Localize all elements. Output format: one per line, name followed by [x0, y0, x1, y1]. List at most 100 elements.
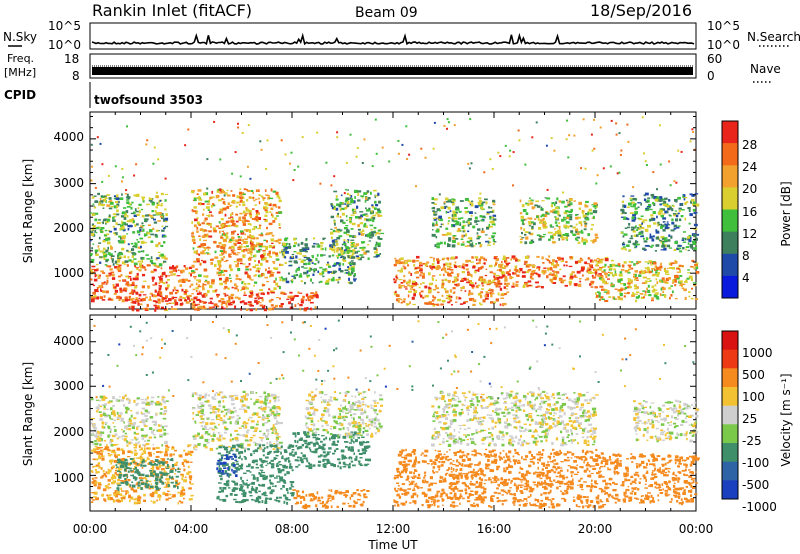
- heatmap-cell: [250, 235, 255, 239]
- heatmap-cell: [179, 302, 184, 305]
- heatmap-cell: [485, 268, 488, 270]
- heatmap-cell: [238, 258, 243, 262]
- heatmap-cell: [469, 292, 474, 295]
- heatmap-cell: [626, 244, 630, 247]
- heatmap-cell: [250, 244, 255, 247]
- heatmap-cell: [106, 241, 111, 245]
- heatmap-cell: [689, 243, 693, 247]
- heatmap-cell: [693, 234, 697, 238]
- heatmap-cell: [140, 291, 144, 293]
- heatmap-cell: [655, 236, 660, 240]
- heatmap-cell: [341, 207, 345, 210]
- heatmap-cell: [333, 272, 335, 274]
- heatmap-cell: [226, 305, 228, 308]
- heatmap-cell: [104, 475, 108, 478]
- heatmap-cell: [272, 304, 274, 307]
- heatmap-cell: [235, 220, 239, 223]
- heatmap-cell: [447, 272, 451, 276]
- heatmap-cell: [483, 262, 486, 265]
- heatmap-cell: [114, 232, 118, 236]
- heatmap-cell: [131, 252, 135, 254]
- heatmap-cell: [148, 485, 150, 488]
- heatmap-cell: [140, 225, 144, 228]
- heatmap-cell: [104, 485, 108, 488]
- heatmap-cell: [531, 206, 535, 210]
- heatmap-cell: [102, 240, 106, 243]
- colorbar-segment: [722, 209, 738, 233]
- heatmap-cell: [440, 241, 443, 245]
- heatmap-cell: [222, 405, 226, 409]
- heatmap-cell: [266, 240, 268, 243]
- heatmap-cell: [553, 270, 557, 274]
- heatmap-cell: [443, 201, 446, 204]
- heatmap-cell: [591, 149, 594, 152]
- heatmap-cell: [91, 443, 96, 445]
- heatmap-cell: [239, 196, 243, 200]
- heatmap-cell: [273, 280, 276, 283]
- heatmap-cell: [346, 219, 348, 221]
- heatmap-cell: [93, 278, 98, 282]
- heatmap-cell: [589, 259, 593, 263]
- heatmap-cell: [201, 300, 204, 303]
- heatmap-cell: [199, 305, 204, 309]
- heatmap-cell: [221, 198, 224, 200]
- heatmap-cell: [253, 226, 257, 229]
- heatmap-cell: [562, 259, 565, 262]
- heatmap-cell: [693, 284, 697, 287]
- heatmap-cell: [464, 290, 467, 292]
- heatmap-cell: [164, 199, 167, 202]
- heatmap-cell: [112, 213, 117, 216]
- heatmap-cell: [298, 274, 303, 278]
- heatmap-cell: [261, 298, 264, 302]
- heatmap-cell: [121, 461, 124, 465]
- heatmap-cell: [561, 239, 565, 241]
- heatmap-cell: [504, 260, 506, 263]
- heatmap-cell: [364, 213, 368, 215]
- heatmap-cell: [160, 267, 163, 270]
- heatmap-cell: [201, 259, 203, 262]
- heatmap-cell: [690, 200, 693, 204]
- heatmap-cell: [600, 278, 605, 281]
- heatmap-cell: [455, 296, 458, 300]
- heatmap-cell: [266, 226, 268, 230]
- heatmap-cell: [130, 248, 135, 252]
- heatmap-cell: [148, 436, 152, 439]
- heatmap-cell: [237, 122, 239, 125]
- heatmap-cell: [618, 273, 623, 277]
- heatmap-cell: [597, 274, 600, 277]
- heatmap-cell: [327, 278, 331, 281]
- heatmap-cell: [602, 280, 606, 284]
- heatmap-cell: [527, 217, 531, 220]
- heatmap-cell: [617, 279, 621, 283]
- heatmap-cell: [395, 259, 398, 262]
- heatmap-cell: [165, 498, 169, 501]
- heatmap-cell: [294, 241, 297, 244]
- heatmap-cell: [113, 232, 116, 234]
- heatmap-cell: [333, 190, 338, 193]
- heatmap-cell: [483, 257, 486, 261]
- heatmap-cell: [104, 414, 109, 418]
- heatmap-cell: [242, 193, 246, 195]
- heatmap-cell: [103, 295, 106, 298]
- heatmap-cell: [455, 301, 458, 303]
- heatmap-cell: [678, 210, 681, 212]
- heatmap-cell: [644, 267, 648, 270]
- heatmap-cell: [365, 207, 367, 209]
- heatmap-cell: [148, 447, 151, 450]
- heatmap-cell: [181, 488, 186, 492]
- heatmap-cell: [524, 255, 529, 259]
- heatmap-cell: [149, 471, 153, 474]
- heatmap-cell: [129, 225, 133, 227]
- heatmap-cell: [137, 260, 142, 263]
- heatmap-cell: [496, 282, 501, 285]
- heatmap-cell: [99, 433, 103, 437]
- heatmap-cell: [157, 158, 160, 161]
- heatmap-cell: [627, 278, 630, 280]
- heatmap-cell: [619, 289, 623, 292]
- heatmap-cell: [658, 212, 662, 216]
- heatmap-cell: [689, 237, 692, 240]
- heatmap-cell: [185, 460, 190, 464]
- heatmap-cell: [664, 226, 668, 230]
- heatmap-cell: [195, 296, 198, 298]
- heatmap-cell: [623, 283, 627, 286]
